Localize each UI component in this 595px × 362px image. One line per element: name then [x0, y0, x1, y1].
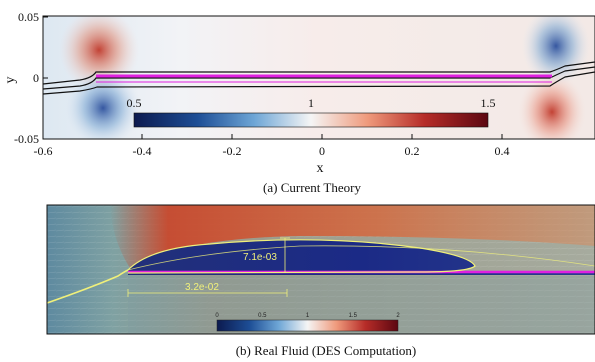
panel-a-colorbar: 0.5 1 1.5 [127, 96, 496, 128]
y-tick-label: -0.05 [14, 132, 39, 146]
colorbar-a-tick-label: 0.5 [127, 96, 142, 110]
panel-a-y-label: y [3, 77, 18, 84]
colorbar-b-tick-label: 1 [306, 313, 310, 319]
y-tick-label: 0.05 [18, 10, 39, 24]
colorbar-b-tick-label: 1.5 [349, 313, 358, 319]
panel-a: -0.6 -0.4 -0.2 0 0.2 0.4 0.05 0 -0.05 x y 0.5 1 1… [3, 10, 595, 195]
colorbar-b-tick-label: 2 [396, 313, 400, 319]
panel-a-field [43, 16, 595, 139]
panel-a-caption: (a) Current Theory [263, 180, 361, 195]
panel-b-caption: (b) Real Fluid (DES Computation) [236, 343, 417, 358]
colorbar-b-tick-label: 0 [215, 313, 219, 319]
panel-b-length-annotation: 3.2e-02 [185, 282, 219, 293]
x-tick-label: 0.2 [405, 144, 420, 158]
x-tick-label: 0.4 [495, 144, 510, 158]
x-tick-label: -0.6 [34, 144, 53, 158]
colorbar-b-tick-label: 0.5 [258, 313, 267, 319]
colorbar-a-tick-label: 1 [308, 96, 314, 110]
colorbar-a-tick-label: 1.5 [481, 96, 496, 110]
panel-b-frame [46, 204, 595, 335]
panel-a-x-ticks: -0.6 -0.4 -0.2 0 0.2 0.4 [34, 134, 510, 158]
y-tick-label: 0 [33, 71, 39, 85]
x-tick-label: 0 [319, 144, 325, 158]
panel-a-x-label: x [317, 161, 324, 176]
panel-b-field: 7.1e-03 3.2e-02 0 0.5 1 1.5 2 [47, 205, 595, 334]
panel-b-colorbar: 0 0.5 1 1.5 2 [215, 313, 400, 332]
x-tick-label: -0.2 [223, 144, 242, 158]
panel-b: 7.1e-03 3.2e-02 0 0.5 1 1.5 2 (b) Real Fluid… [46, 204, 595, 358]
x-tick-label: -0.4 [133, 144, 152, 158]
panel-b-height-annotation: 7.1e-03 [243, 252, 277, 263]
panel-a-y-ticks: 0.05 0 -0.05 [14, 10, 48, 146]
